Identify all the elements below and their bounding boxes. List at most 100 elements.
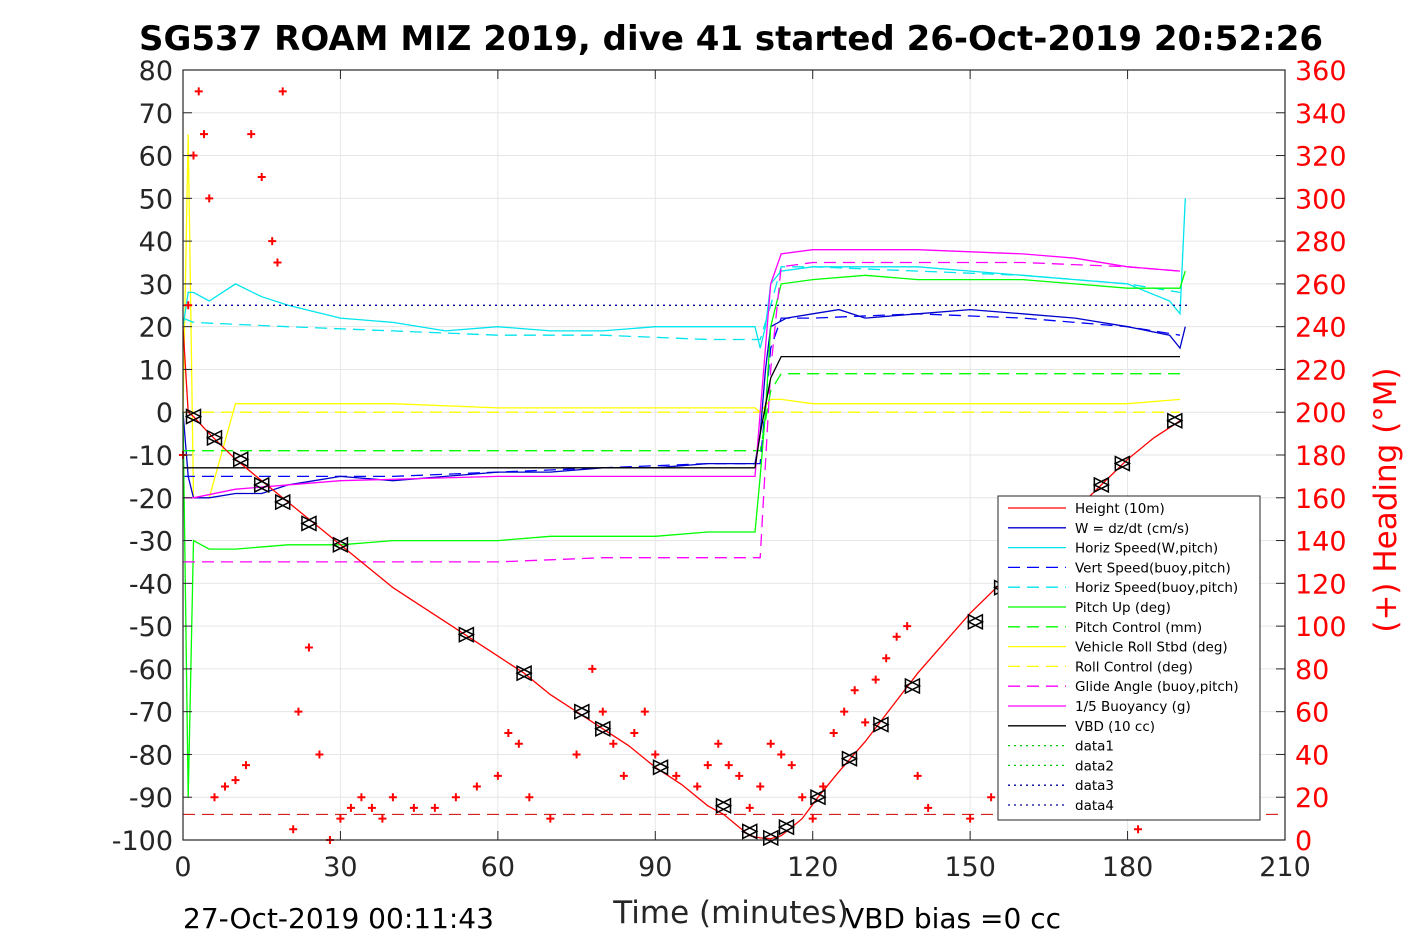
y-tick-label: 80 <box>139 56 173 87</box>
y-tick-label: -90 <box>129 783 173 814</box>
heading-point <box>756 782 765 791</box>
legend-entry: VBD (10 cc) <box>1075 719 1155 735</box>
legend-entry: Horiz Speed(W,pitch) <box>1075 541 1218 557</box>
heading-point <box>640 707 649 716</box>
y2-tick-label: 280 <box>1295 227 1347 258</box>
series-line-vbd-10-cc <box>183 355 1180 469</box>
heading-point <box>766 739 775 748</box>
heading-point <box>913 771 922 780</box>
series-line-vert-speed-buoy-pitch <box>183 313 1181 478</box>
y2-tick-label: 220 <box>1295 355 1347 386</box>
series-line-glide-angle-buoy-pitch <box>183 261 1181 563</box>
y2-tick-label: 100 <box>1295 612 1347 643</box>
series-line-height-10m <box>182 326 1181 840</box>
y-tick-label: 30 <box>139 270 173 301</box>
y-tick-label: -80 <box>129 740 173 771</box>
legend-entry: W = dz/dt (cm/s) <box>1075 521 1189 537</box>
series-line-horiz-speed-w-pitch <box>182 198 1186 349</box>
y2-tick-label: 0 <box>1295 826 1312 857</box>
heading-point <box>315 750 324 759</box>
heading-point <box>892 632 901 641</box>
heading-point <box>220 782 229 791</box>
legend-entry: Pitch Control (mm) <box>1075 620 1202 636</box>
heading-point <box>672 771 681 780</box>
heading-point <box>882 654 891 663</box>
heading-point <box>724 761 733 770</box>
legend-entry: Vehicle Roll Stbd (deg) <box>1075 640 1228 656</box>
marker-left-triangle <box>714 797 732 814</box>
marker-left-triangle <box>184 408 202 425</box>
legend-entry: data3 <box>1075 778 1114 794</box>
y2-tick-label: 20 <box>1295 783 1329 814</box>
y-tick-label: -50 <box>129 612 173 643</box>
y-tick-label: -40 <box>129 569 173 600</box>
heading-point <box>651 750 660 759</box>
marker-left-triangle <box>762 829 779 847</box>
marker-layer <box>184 408 1184 847</box>
y2-tick-label: 200 <box>1295 398 1347 429</box>
right-axis-label: (+) Heading (°M) <box>1368 367 1404 632</box>
axis-ticks: 0 30 60 90 120 150 180 21080706050403020100-10-… <box>112 56 1347 883</box>
heading-point <box>871 675 880 684</box>
heading-point <box>861 718 870 727</box>
y-tick-label: 0 <box>156 398 173 429</box>
marker-left-triangle <box>741 823 758 840</box>
heading-point <box>924 803 933 812</box>
marker-left-triangle <box>966 613 984 631</box>
x-tick-label: 90 <box>638 852 672 883</box>
y-tick-label: 60 <box>139 142 173 173</box>
legend-entry: data4 <box>1075 798 1114 814</box>
heading-point <box>336 814 345 823</box>
y2-tick-label: 180 <box>1295 441 1347 472</box>
marker-left-triangle <box>872 716 889 733</box>
series-line-pitch-control-mm <box>183 373 1180 452</box>
heading-point <box>693 782 702 791</box>
marker-left-triangle <box>300 515 317 532</box>
y-tick-label: 50 <box>139 184 173 215</box>
x-tick-label: 180 <box>1102 852 1154 883</box>
marker-left-triangle <box>1092 476 1110 494</box>
heading-point <box>787 761 796 770</box>
heading-point <box>294 707 303 716</box>
heading-point <box>493 771 502 780</box>
heading-point <box>619 771 628 780</box>
marker-left-triangle <box>205 429 223 447</box>
heading-point <box>798 793 807 802</box>
legend-entry: data2 <box>1075 758 1114 774</box>
y2-tick-label: 260 <box>1295 270 1347 301</box>
series-line-1-5-buoyancy-g <box>183 249 1181 499</box>
y-tick-label: 70 <box>139 99 173 130</box>
heading-point <box>609 739 618 748</box>
y2-tick-label: 40 <box>1295 740 1329 771</box>
heading-point <box>819 782 828 791</box>
heading-point <box>472 782 481 791</box>
y-tick-label: 20 <box>139 313 173 344</box>
y2-tick-label: 360 <box>1295 56 1347 87</box>
x-axis-label: Time (minutes) <box>612 895 848 931</box>
heading-point <box>409 803 418 812</box>
heading-point <box>289 825 298 834</box>
heading-point <box>210 793 219 802</box>
marker-left-triangle <box>457 626 475 643</box>
heading-point <box>199 130 208 139</box>
marker-left-triangle <box>594 720 611 737</box>
footer-timestamp: 27-Oct-2019 00:11:43 <box>183 902 494 935</box>
heading-point <box>840 707 849 716</box>
heading-point <box>850 686 859 695</box>
y-tick-label: -20 <box>129 484 173 515</box>
x-tick-label: 150 <box>944 852 996 883</box>
y2-tick-label: 140 <box>1295 527 1347 558</box>
series-line-horiz-speed-buoy-pitch <box>182 266 1181 341</box>
y2-tick-label: 60 <box>1295 698 1329 729</box>
x-tick-label: 60 <box>481 852 515 883</box>
heading-point <box>304 643 313 652</box>
marker-left-triangle <box>274 493 291 511</box>
heading-point <box>714 739 723 748</box>
heading-point <box>745 803 754 812</box>
series-line-pitch-up-deg <box>182 270 1186 798</box>
marker-left-triangle <box>809 789 826 806</box>
heading-point <box>378 814 387 823</box>
heading-point <box>703 761 712 770</box>
heading-point <box>278 87 287 96</box>
